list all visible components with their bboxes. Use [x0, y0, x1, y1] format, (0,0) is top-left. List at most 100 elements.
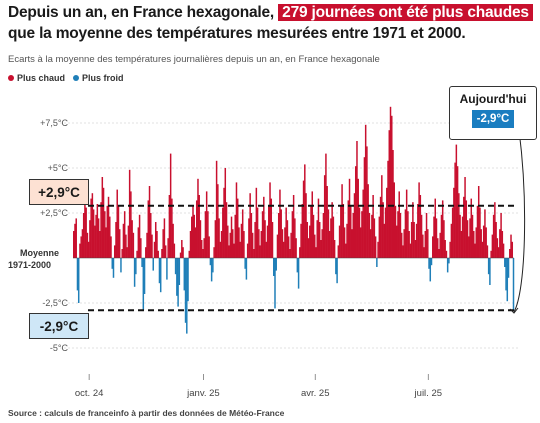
bar	[258, 229, 260, 258]
bar	[509, 249, 511, 258]
bar	[193, 214, 195, 258]
bar	[382, 202, 384, 258]
bar	[425, 213, 428, 258]
bar	[205, 191, 208, 258]
bar	[102, 187, 105, 258]
bar	[192, 205, 194, 258]
bar	[511, 241, 514, 258]
bar	[82, 213, 85, 258]
bar	[122, 223, 125, 258]
bar	[476, 205, 479, 258]
bar	[74, 223, 76, 258]
bar	[311, 191, 313, 258]
bar	[81, 229, 84, 258]
bar	[77, 258, 80, 303]
bar	[489, 258, 491, 285]
bar	[225, 202, 228, 258]
bar	[305, 193, 307, 258]
bar	[371, 214, 373, 258]
bar	[250, 213, 253, 258]
bar	[120, 258, 122, 273]
bar	[364, 124, 367, 258]
bar	[281, 229, 284, 258]
bar	[197, 178, 199, 258]
bar	[198, 195, 200, 258]
bar	[405, 189, 408, 258]
bar	[466, 220, 469, 258]
bar	[142, 258, 145, 311]
bar	[368, 213, 371, 258]
bar	[424, 231, 427, 258]
legend-item-warmer: Plus chaud	[8, 73, 65, 83]
bar	[260, 231, 263, 258]
bar	[179, 252, 182, 258]
bar	[159, 258, 162, 293]
bar	[301, 204, 304, 258]
bar	[420, 214, 423, 258]
bar	[357, 178, 359, 258]
bar	[352, 213, 354, 258]
bar	[107, 196, 110, 258]
bar	[248, 218, 250, 258]
bar	[224, 168, 227, 258]
bar	[106, 205, 109, 258]
bar	[505, 258, 507, 291]
bar	[337, 245, 340, 258]
bar	[395, 225, 398, 258]
bar	[273, 258, 275, 276]
bar	[87, 241, 90, 258]
bar	[143, 258, 146, 294]
bar	[96, 204, 99, 258]
bar	[229, 232, 232, 258]
bar	[265, 241, 268, 258]
bar	[137, 227, 140, 258]
bar	[333, 240, 336, 258]
bar	[397, 211, 399, 258]
bar	[292, 195, 295, 258]
bar	[152, 258, 154, 271]
bar	[456, 166, 459, 258]
bar	[418, 182, 420, 258]
bar	[440, 214, 443, 258]
legend-item-colder: Plus froid	[73, 73, 124, 83]
bar	[471, 214, 474, 258]
bar	[153, 241, 156, 258]
bar	[321, 229, 323, 258]
bar	[171, 198, 173, 258]
bar	[316, 220, 318, 258]
bar	[455, 144, 458, 258]
y-tick-label: +2,5°C	[40, 208, 68, 218]
bar	[166, 258, 168, 280]
bar	[194, 227, 197, 258]
bar	[481, 241, 484, 258]
bar	[174, 258, 177, 275]
bar	[322, 213, 325, 258]
bar	[408, 231, 410, 258]
bar	[400, 232, 403, 258]
today-callout: Aujourd'hui -2,9°C	[449, 86, 537, 140]
bar	[234, 214, 236, 258]
bar	[202, 249, 204, 258]
bar	[512, 258, 515, 311]
bar	[506, 258, 509, 302]
bar	[243, 231, 245, 258]
bar	[187, 258, 189, 302]
bar	[188, 250, 191, 258]
bar	[501, 231, 504, 258]
bar	[132, 232, 135, 258]
bar	[332, 216, 335, 258]
bar	[168, 195, 171, 258]
bar	[433, 216, 435, 258]
bar	[156, 231, 158, 258]
upper-reference-badge: +2,9°C	[29, 179, 89, 205]
bar	[451, 207, 454, 258]
bar	[158, 258, 161, 284]
bar	[326, 186, 328, 258]
bar	[270, 198, 273, 258]
bar	[402, 245, 404, 258]
bar	[254, 222, 256, 258]
bar	[389, 106, 392, 258]
bar	[135, 258, 137, 275]
bar	[210, 258, 213, 282]
